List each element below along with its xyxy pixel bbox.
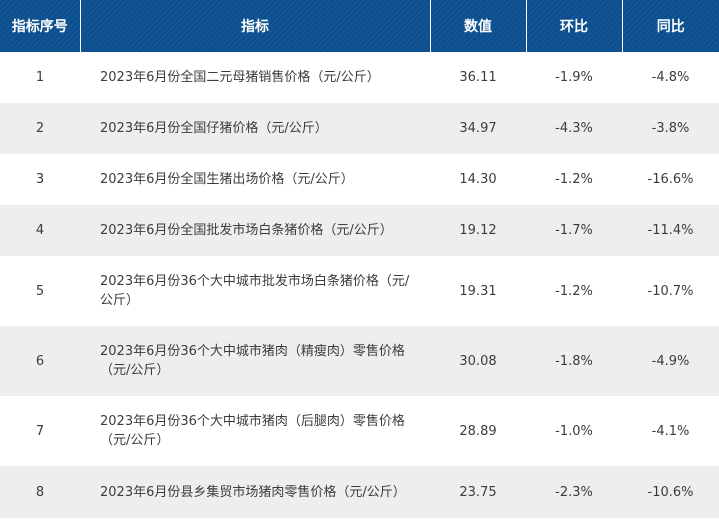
cell-yoy: -4.9%	[622, 326, 719, 396]
table-row: 5 2023年6月份36个大中城市批发市场白条猪价格（元/公斤） 19.31 -…	[0, 256, 719, 326]
cell-mom: -1.8%	[526, 326, 622, 396]
cell-indicator-name: 2023年6月份全国二元母猪销售价格（元/公斤）	[80, 52, 430, 103]
cell-value: 23.75	[430, 466, 526, 518]
cell-mom: -1.9%	[526, 52, 622, 103]
cell-index: 6	[0, 326, 80, 396]
cell-value: 14.30	[430, 154, 526, 205]
table-row: 2 2023年6月份全国仔猪价格（元/公斤） 34.97 -4.3% -3.8%	[0, 103, 719, 154]
table-row: 1 2023年6月份全国二元母猪销售价格（元/公斤） 36.11 -1.9% -…	[0, 52, 719, 103]
cell-index: 5	[0, 256, 80, 326]
cell-mom: -1.7%	[526, 205, 622, 256]
cell-indicator-name: 2023年6月份全国生猪出场价格（元/公斤）	[80, 154, 430, 205]
cell-yoy: -3.8%	[622, 103, 719, 154]
cell-mom: -1.0%	[526, 396, 622, 466]
cell-index: 8	[0, 466, 80, 518]
cell-yoy: -10.7%	[622, 256, 719, 326]
cell-index: 4	[0, 205, 80, 256]
cell-index: 2	[0, 103, 80, 154]
header-indicator: 指标	[80, 0, 431, 52]
cell-value: 34.97	[430, 103, 526, 154]
cell-mom: -4.3%	[526, 103, 622, 154]
cell-indicator-name: 2023年6月份全国批发市场白条猪价格（元/公斤）	[80, 205, 430, 256]
cell-mom: -2.3%	[526, 466, 622, 518]
cell-indicator-name: 2023年6月份36个大中城市批发市场白条猪价格（元/公斤）	[80, 256, 430, 326]
table-row: 4 2023年6月份全国批发市场白条猪价格（元/公斤） 19.12 -1.7% …	[0, 205, 719, 256]
cell-value: 36.11	[430, 52, 526, 103]
cell-mom: -1.2%	[526, 256, 622, 326]
header-index: 指标序号	[0, 0, 81, 52]
cell-index: 3	[0, 154, 80, 205]
cell-yoy: -4.8%	[622, 52, 719, 103]
cell-indicator-name: 2023年6月份县乡集贸市场猪肉零售价格（元/公斤）	[80, 466, 430, 518]
cell-yoy: -16.6%	[622, 154, 719, 205]
cell-yoy: -11.4%	[622, 205, 719, 256]
table-row: 6 2023年6月份36个大中城市猪肉（精瘦肉）零售价格（元/公斤） 30.08…	[0, 326, 719, 396]
cell-indicator-name: 2023年6月份36个大中城市猪肉（精瘦肉）零售价格（元/公斤）	[80, 326, 430, 396]
header-mom: 环比	[526, 0, 623, 52]
table-row: 7 2023年6月份36个大中城市猪肉（后腿肉）零售价格（元/公斤） 28.89…	[0, 396, 719, 466]
header-value: 数值	[430, 0, 527, 52]
cell-value: 28.89	[430, 396, 526, 466]
cell-value: 30.08	[430, 326, 526, 396]
cell-value: 19.31	[430, 256, 526, 326]
table-header-row: 指标序号 指标 数值 环比 同比	[0, 0, 719, 52]
table-row: 3 2023年6月份全国生猪出场价格（元/公斤） 14.30 -1.2% -16…	[0, 154, 719, 205]
header-yoy: 同比	[622, 0, 719, 52]
cell-index: 7	[0, 396, 80, 466]
cell-yoy: -4.1%	[622, 396, 719, 466]
cell-value: 19.12	[430, 205, 526, 256]
table-row: 8 2023年6月份县乡集贸市场猪肉零售价格（元/公斤） 23.75 -2.3%…	[0, 466, 719, 518]
cell-indicator-name: 2023年6月份全国仔猪价格（元/公斤）	[80, 103, 430, 154]
cell-mom: -1.2%	[526, 154, 622, 205]
cell-indicator-name: 2023年6月份36个大中城市猪肉（后腿肉）零售价格（元/公斤）	[80, 396, 430, 466]
cell-yoy: -10.6%	[622, 466, 719, 518]
cell-index: 1	[0, 52, 80, 103]
